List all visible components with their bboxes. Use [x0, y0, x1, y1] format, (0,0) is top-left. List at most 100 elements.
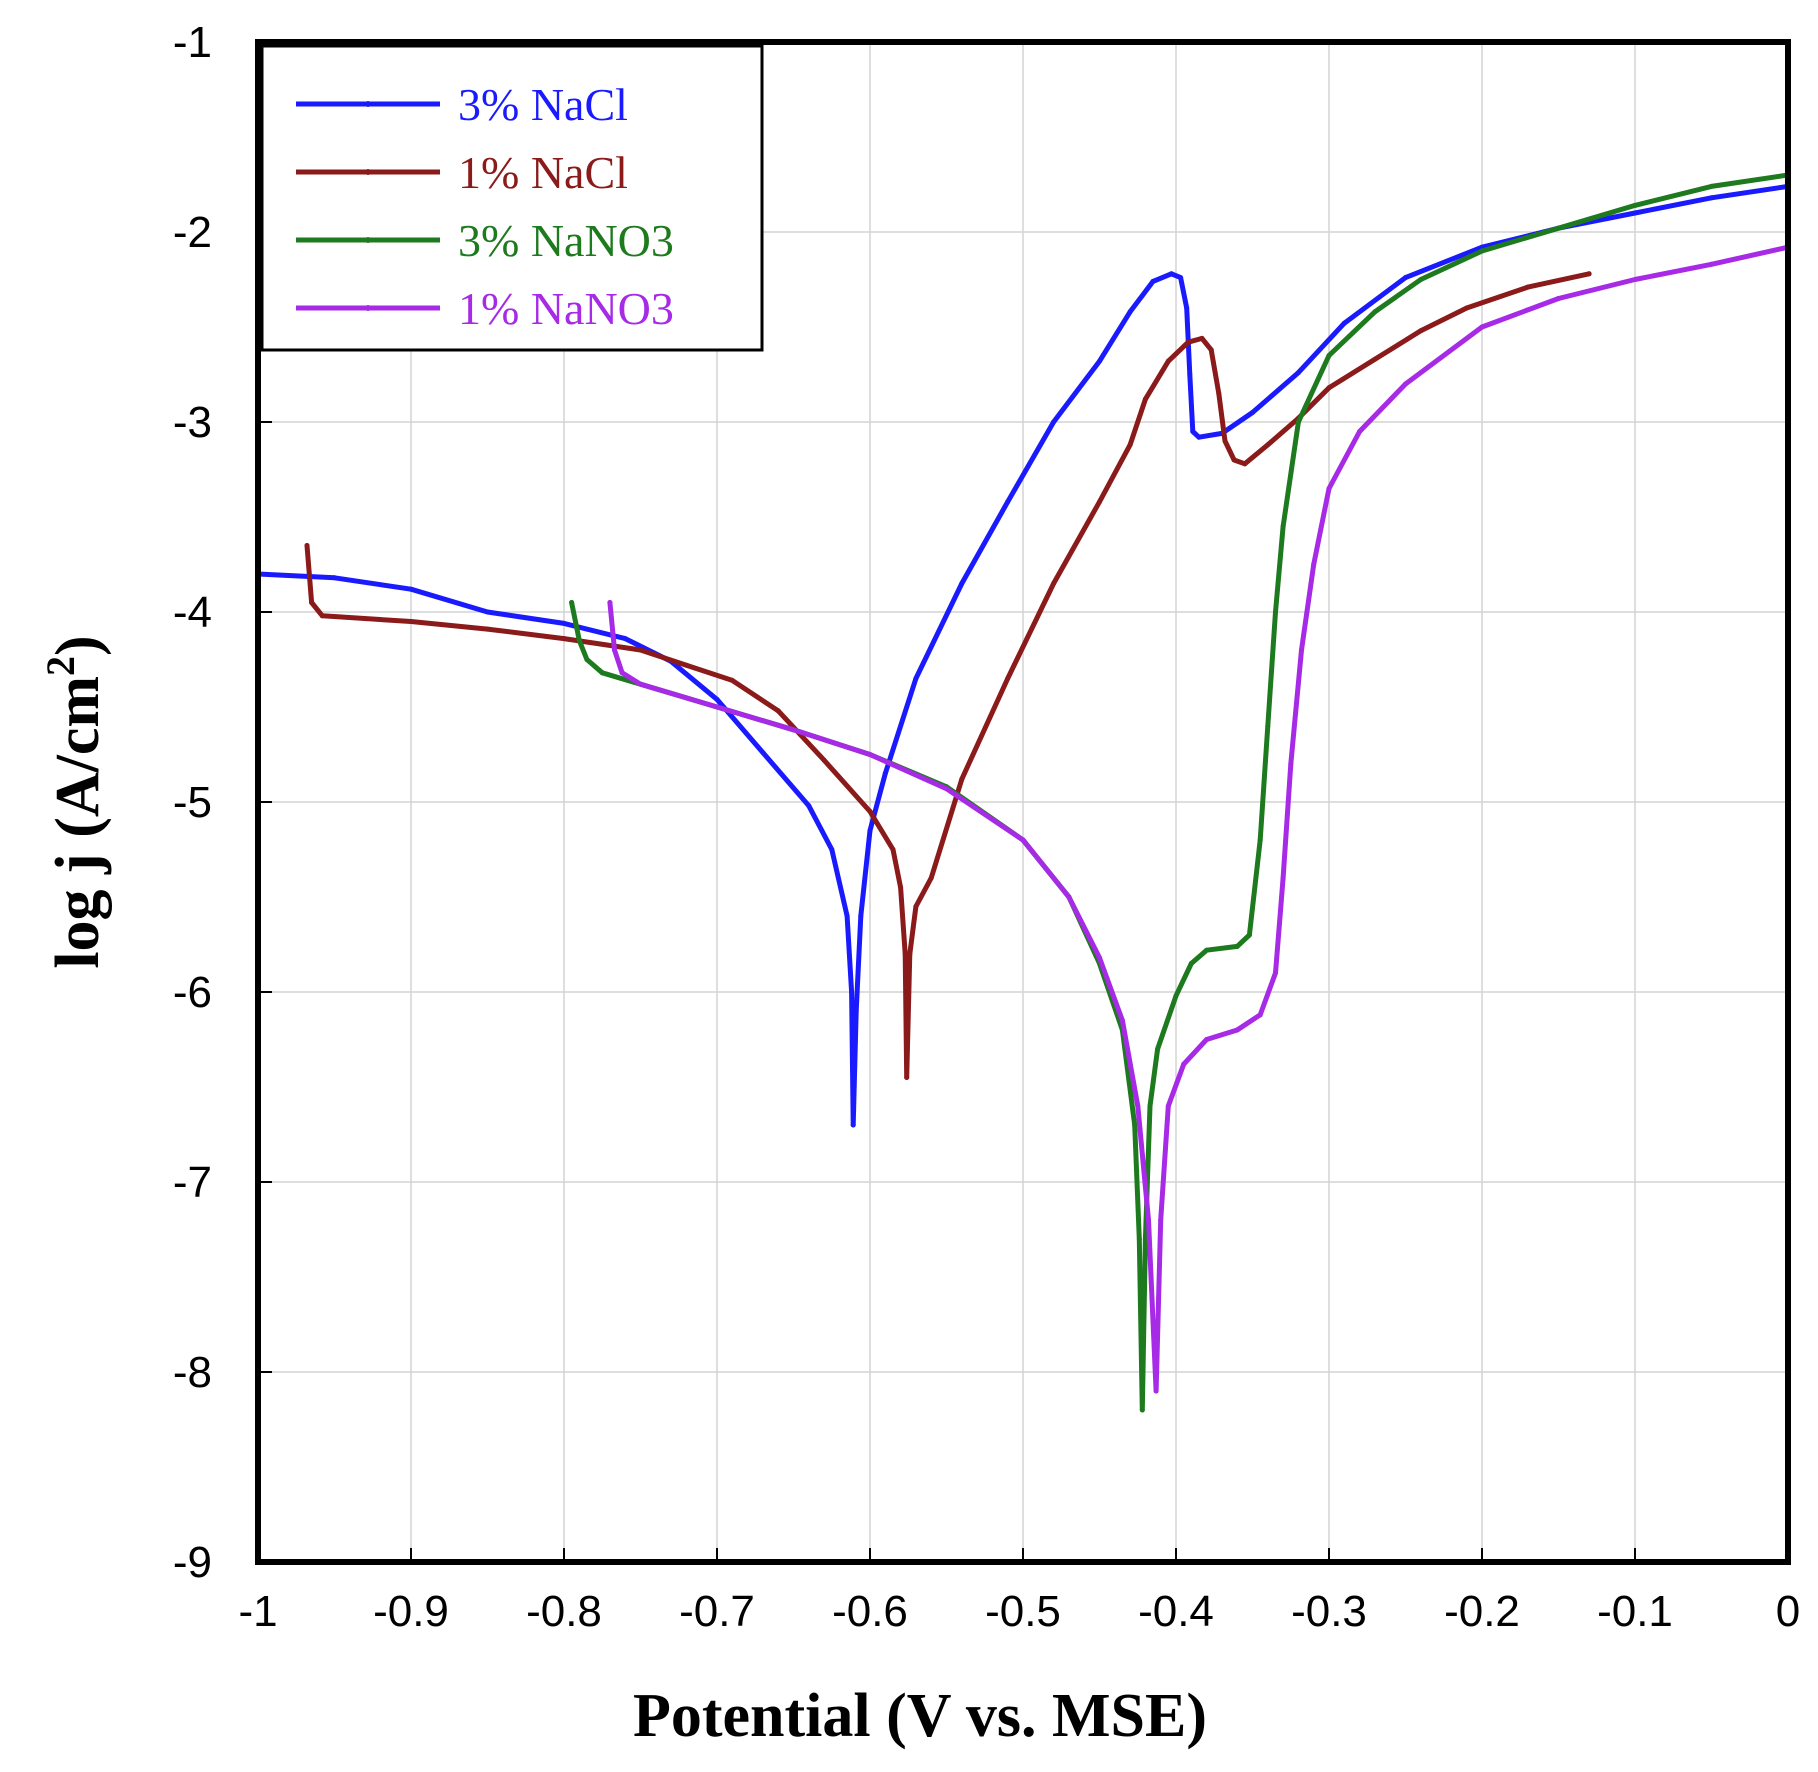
legend-label: 1% NaCl	[458, 147, 628, 198]
data-point	[1181, 1061, 1187, 1067]
data-point	[309, 600, 315, 605]
legend-label: 1% NaNO3	[458, 283, 674, 334]
data-point	[1234, 1027, 1240, 1033]
data-point	[1165, 1103, 1171, 1109]
x-axis-title: Potential (V vs. MSE)	[633, 1682, 1207, 1750]
data-point	[1066, 894, 1072, 900]
data-point	[907, 951, 913, 957]
data-point	[1479, 324, 1485, 330]
y-tick-label: -7	[173, 1158, 212, 1207]
data-point	[1127, 309, 1133, 315]
series-1	[304, 271, 1592, 1080]
data-point	[844, 913, 850, 919]
legend-marker	[365, 305, 371, 311]
data-point	[638, 647, 643, 653]
data-point	[913, 676, 919, 681]
data-point	[821, 757, 827, 763]
data-point	[1464, 305, 1470, 311]
data-point	[760, 750, 766, 756]
data-point	[1204, 1037, 1210, 1042]
data-point	[1147, 1103, 1153, 1109]
data-point	[1418, 277, 1424, 282]
data-point	[1357, 429, 1363, 434]
x-tick-label: -1	[238, 1587, 277, 1636]
data-point	[867, 752, 873, 757]
plot-lines	[258, 172, 1788, 1413]
y-tick-label: -2	[173, 208, 212, 257]
data-point	[622, 636, 628, 642]
data-point	[1234, 943, 1240, 949]
data-point	[829, 847, 835, 852]
data-point	[1231, 457, 1237, 463]
data-point	[729, 677, 735, 683]
data-point	[1265, 442, 1271, 448]
data-point	[1418, 328, 1424, 334]
data-point	[304, 543, 310, 548]
data-point	[561, 636, 567, 642]
data-point	[584, 657, 590, 662]
data-point	[904, 1075, 910, 1080]
x-tick-label: -0.3	[1291, 1587, 1367, 1636]
data-point	[806, 803, 812, 809]
data-point	[1208, 347, 1214, 353]
data-point	[1146, 1217, 1151, 1223]
x-tick-label: 0	[1776, 1587, 1800, 1636]
data-point	[1311, 562, 1317, 567]
x-tick-label: -0.6	[832, 1587, 908, 1636]
y-tick-label: -6	[173, 968, 212, 1017]
data-point	[1242, 461, 1248, 467]
y-tick-labels: -1 -2 -3 -4 -5 -6 -7 -8 -9	[173, 18, 212, 1587]
series-3	[607, 244, 1788, 1394]
data-point	[882, 771, 888, 776]
data-point	[683, 662, 689, 668]
x-tick-labels: -1 -0.9 -0.8 -0.7 -0.6 -0.5 -0.4 -0.3 -0.2 -0.1 0	[238, 1587, 1800, 1636]
y-tick-label: -3	[173, 398, 212, 447]
data-point	[1403, 275, 1408, 281]
data-point	[714, 704, 720, 710]
data-point	[612, 647, 617, 653]
data-point	[1188, 961, 1194, 966]
data-point	[1709, 195, 1714, 201]
data-point	[1326, 385, 1332, 391]
data-point	[576, 638, 582, 643]
data-point	[1199, 335, 1205, 341]
data-point	[1204, 947, 1210, 953]
data-point	[1155, 1046, 1161, 1052]
data-point	[959, 581, 965, 586]
data-point	[1127, 442, 1133, 448]
data-point	[1632, 202, 1638, 208]
legend-label: 3% NaNO3	[458, 215, 674, 266]
series-line	[569, 172, 1788, 1413]
data-point	[944, 786, 949, 792]
legend-label: 3% NaCl	[458, 79, 628, 130]
data-point	[1246, 932, 1252, 938]
data-point	[928, 875, 934, 881]
data-point	[867, 828, 873, 833]
data-point	[1250, 410, 1255, 415]
x-tick-label: -0.2	[1444, 1587, 1520, 1636]
data-point	[1051, 419, 1057, 425]
data-point	[1051, 581, 1057, 586]
data-point	[1372, 356, 1378, 362]
data-point	[408, 619, 414, 624]
data-point	[1168, 271, 1174, 277]
x-tick-label: -0.5	[985, 1587, 1061, 1636]
data-point	[1295, 419, 1301, 425]
y-tick-label: -4	[173, 588, 212, 637]
data-point	[849, 989, 855, 995]
data-point	[1556, 296, 1561, 301]
legend: 3% NaCl 1% NaCl 3% NaNO3 1% NaNO3	[260, 44, 764, 352]
data-point	[1005, 499, 1011, 505]
y-tick-label: -5	[173, 778, 212, 827]
data-point	[619, 670, 625, 676]
data-point	[858, 913, 864, 919]
data-point	[1178, 275, 1184, 281]
y-axis-title-close: )	[44, 635, 112, 656]
data-point	[485, 609, 490, 615]
data-point	[1341, 320, 1347, 326]
data-point	[867, 809, 873, 814]
data-point	[1265, 723, 1271, 729]
data-point	[1288, 761, 1294, 767]
data-point	[1136, 1236, 1142, 1242]
data-point	[1525, 284, 1531, 290]
